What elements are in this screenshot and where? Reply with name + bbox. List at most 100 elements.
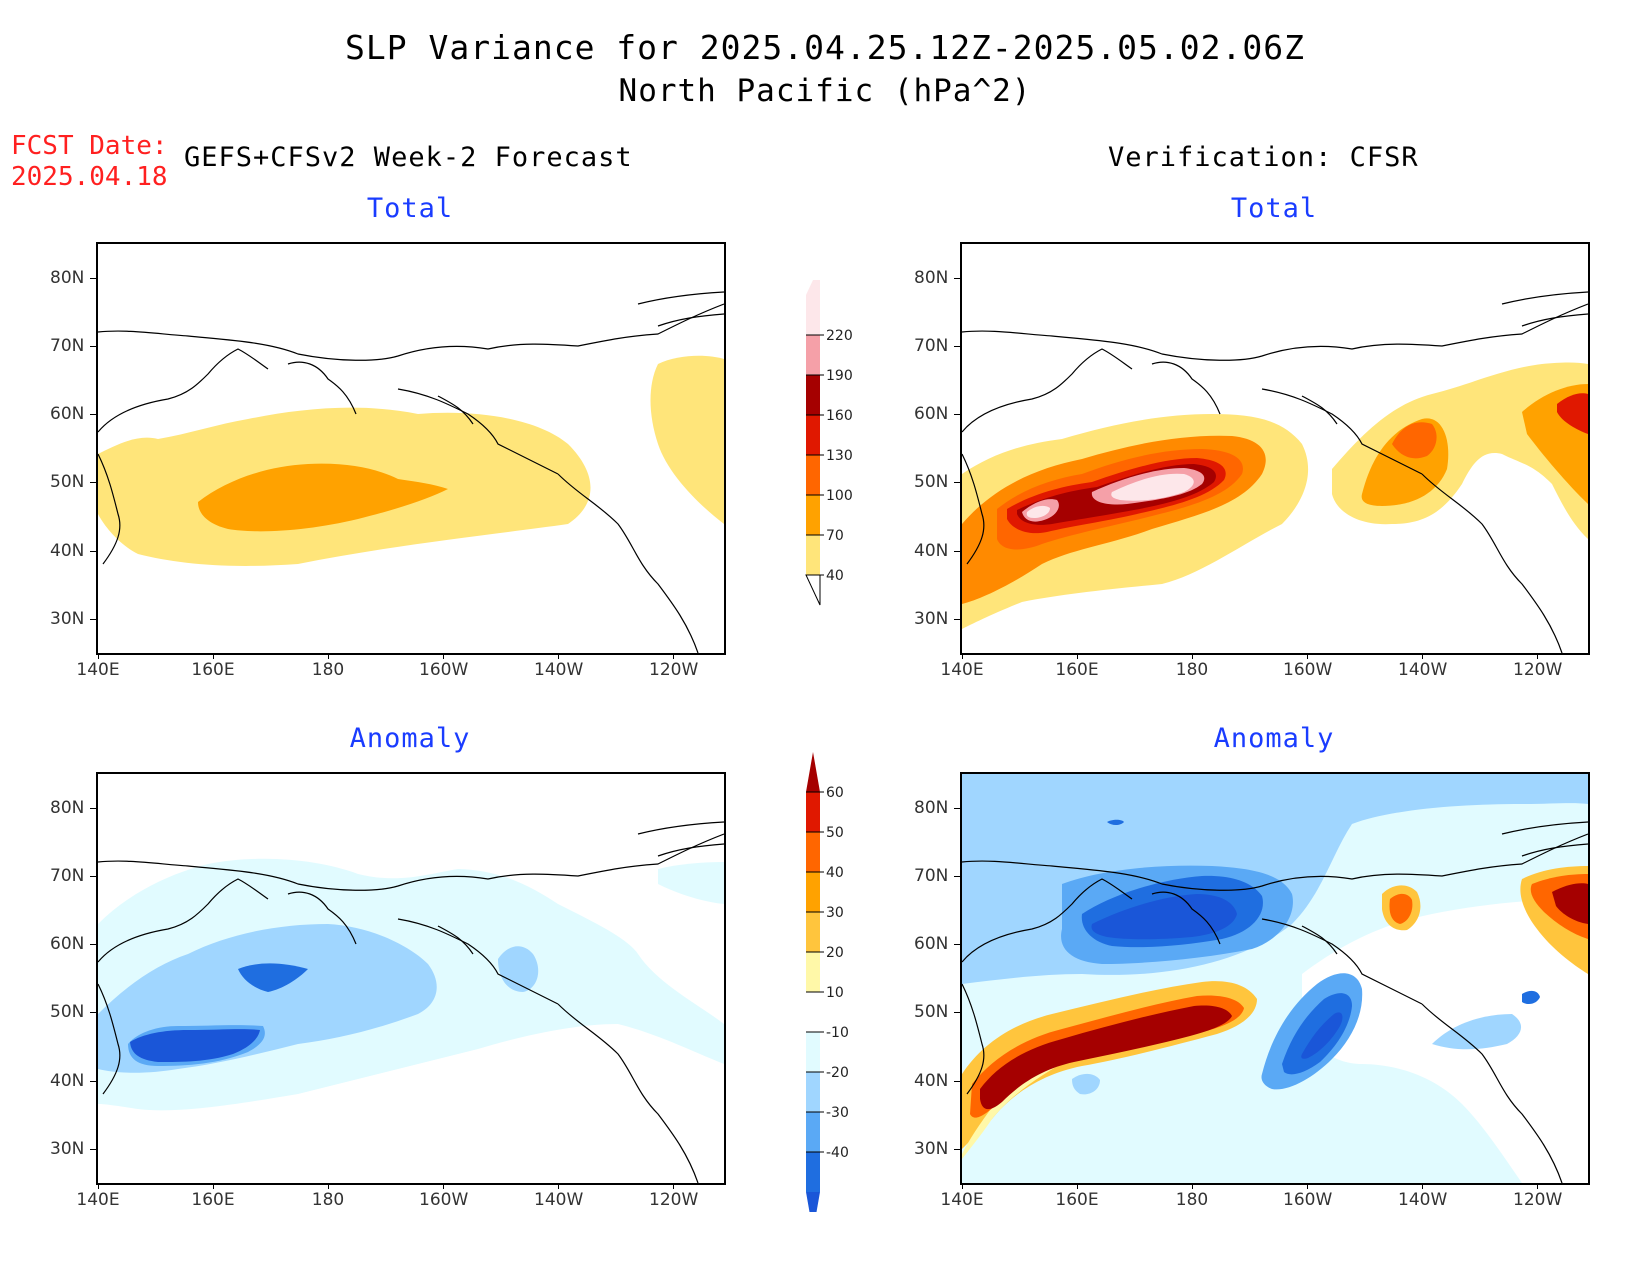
lat-tick-label-verification-total: 80N bbox=[914, 268, 949, 288]
lon-tick-mark-forecast-anomaly bbox=[558, 1183, 559, 1189]
coastlines-verification-total bbox=[962, 291, 1588, 653]
lon-tick-mark-forecast-total bbox=[213, 653, 214, 659]
lat-tick-mark-forecast-total bbox=[90, 278, 96, 279]
lat-tick-mark-forecast-anomaly bbox=[90, 1081, 96, 1082]
lat-tick-mark-verification-anomaly bbox=[954, 1081, 960, 1082]
lon-tick-label-forecast-total: 140W bbox=[534, 660, 584, 680]
lat-tick-label-forecast-total: 80N bbox=[50, 268, 85, 288]
colorbar-total-box bbox=[806, 415, 820, 455]
lon-tick-mark-verification-total bbox=[1307, 653, 1308, 659]
colorbar-anomaly-box bbox=[806, 1112, 820, 1152]
lat-tick-label-verification-total: 40N bbox=[914, 541, 949, 561]
lon-tick-label-verification-anomaly: 120W bbox=[1513, 1190, 1563, 1210]
lon-tick-label-forecast-total: 120W bbox=[649, 660, 699, 680]
colorbar-total-tick-label: 190 bbox=[826, 368, 853, 384]
colorbar-anomaly-box bbox=[806, 1152, 820, 1192]
lat-tick-label-verification-anomaly: 60N bbox=[914, 934, 949, 954]
colorbar-total-tick-label: 130 bbox=[826, 448, 853, 464]
figure-title: SLP Variance for 2025.04.25.12Z-2025.05.… bbox=[345, 28, 1305, 67]
lat-tick-label-verification-total: 60N bbox=[914, 404, 949, 424]
lat-tick-mark-forecast-anomaly bbox=[90, 808, 96, 809]
colorbar-total: 40 70 100 130 160 190 220 bbox=[800, 265, 860, 610]
colorbar-anomaly-box bbox=[806, 952, 820, 992]
colorbar-total-tick-label: 100 bbox=[826, 488, 853, 504]
lon-tick-mark-verification-total bbox=[1422, 653, 1423, 659]
contours-verification-total bbox=[962, 362, 1588, 629]
lon-tick-mark-verification-total bbox=[1192, 653, 1193, 659]
lat-tick-mark-verification-anomaly bbox=[954, 808, 960, 809]
map-verification-anomaly bbox=[960, 772, 1590, 1185]
lat-tick-label-forecast-anomaly: 70N bbox=[50, 866, 85, 886]
lon-tick-mark-verification-total bbox=[1077, 653, 1078, 659]
lon-tick-label-forecast-anomaly: 120W bbox=[649, 1190, 699, 1210]
coastlines-verification-anomaly bbox=[962, 821, 1588, 1183]
panel-title-forecast-anomaly: Anomaly bbox=[349, 723, 471, 754]
colorbar-anomaly-box bbox=[806, 832, 820, 872]
lon-tick-label-verification-total: 120W bbox=[1513, 660, 1563, 680]
lat-tick-mark-verification-total bbox=[954, 278, 960, 279]
lat-tick-mark-forecast-total bbox=[90, 482, 96, 483]
map-forecast-anomaly bbox=[96, 772, 726, 1185]
colorbar-anomaly-tick-label: 20 bbox=[826, 945, 844, 961]
forecast-heading: GEFS+CFSv2 Week-2 Forecast bbox=[184, 142, 633, 173]
lon-tick-label-forecast-total: 180 bbox=[311, 660, 345, 680]
lon-tick-label-verification-total: 140E bbox=[940, 660, 984, 680]
lon-tick-label-verification-anomaly: 160W bbox=[1283, 1190, 1333, 1210]
lon-tick-mark-verification-anomaly bbox=[1537, 1183, 1538, 1189]
colorbar-total-tick-label: 220 bbox=[826, 328, 853, 344]
coastlines-forecast-anomaly bbox=[98, 821, 724, 1183]
lon-tick-mark-forecast-total bbox=[558, 653, 559, 659]
colorbar-anomaly-box bbox=[806, 1072, 820, 1112]
colorbar-anomaly-box bbox=[806, 1032, 820, 1072]
colorbar-total-box bbox=[806, 295, 820, 335]
lat-tick-label-verification-total: 50N bbox=[914, 472, 949, 492]
colorbar-total-box bbox=[806, 495, 820, 535]
lat-tick-mark-forecast-anomaly bbox=[90, 876, 96, 877]
lon-tick-mark-verification-total bbox=[962, 653, 963, 659]
colorbar-anomaly-box bbox=[806, 992, 820, 1032]
lat-tick-label-forecast-anomaly: 60N bbox=[50, 934, 85, 954]
lon-tick-mark-verification-total bbox=[1537, 653, 1538, 659]
colorbar-total-tail-high bbox=[806, 265, 820, 295]
lat-tick-mark-verification-total bbox=[954, 551, 960, 552]
lon-tick-label-forecast-anomaly: 140W bbox=[534, 1190, 584, 1210]
lat-tick-mark-verification-anomaly bbox=[954, 876, 960, 877]
lon-tick-mark-forecast-anomaly bbox=[673, 1183, 674, 1189]
lat-tick-label-verification-anomaly: 50N bbox=[914, 1002, 949, 1022]
lat-tick-mark-verification-anomaly bbox=[954, 944, 960, 945]
lat-tick-label-forecast-total: 40N bbox=[50, 541, 85, 561]
contours-forecast-total bbox=[98, 355, 724, 566]
verification-heading: Verification: CFSR bbox=[1108, 142, 1419, 173]
lon-tick-mark-forecast-total bbox=[443, 653, 444, 659]
lon-tick-label-forecast-anomaly: 180 bbox=[311, 1190, 345, 1210]
colorbar-total-tick-label: 70 bbox=[826, 528, 844, 544]
lon-tick-label-forecast-total: 160E bbox=[191, 660, 235, 680]
lon-tick-label-forecast-anomaly: 160E bbox=[191, 1190, 235, 1210]
lat-tick-label-forecast-anomaly: 50N bbox=[50, 1002, 85, 1022]
colorbar-anomaly-box bbox=[806, 912, 820, 952]
lat-tick-mark-verification-total bbox=[954, 482, 960, 483]
lat-tick-label-verification-anomaly: 70N bbox=[914, 866, 949, 886]
colorbar-total-tick-label: 40 bbox=[826, 568, 844, 584]
figure-subtitle: North Pacific (hPa^2) bbox=[618, 73, 1032, 109]
panel-title-forecast-total: Total bbox=[366, 193, 454, 224]
lon-tick-mark-verification-anomaly bbox=[1192, 1183, 1193, 1189]
lon-tick-mark-forecast-total bbox=[98, 653, 99, 659]
lon-tick-mark-forecast-total bbox=[328, 653, 329, 659]
lat-tick-mark-forecast-anomaly bbox=[90, 1149, 96, 1150]
colorbar-anomaly: 60 50 40 30 20 10 -10 -20 -30 -40 bbox=[800, 752, 860, 1232]
lat-tick-label-forecast-total: 50N bbox=[50, 472, 85, 492]
lat-tick-mark-verification-total bbox=[954, 346, 960, 347]
lat-tick-mark-forecast-total bbox=[90, 414, 96, 415]
colorbar-anomaly-tail-high bbox=[806, 752, 820, 792]
colorbar-anomaly-tick-label: -30 bbox=[826, 1105, 849, 1121]
fcst-date-value: 2025.04.18 bbox=[11, 162, 168, 192]
colorbar-anomaly-tick-label: 10 bbox=[826, 985, 844, 1001]
colorbar-anomaly-tail-low bbox=[806, 1192, 820, 1232]
lat-tick-label-forecast-total: 30N bbox=[50, 609, 85, 629]
lat-tick-label-forecast-total: 70N bbox=[50, 336, 85, 356]
lat-tick-mark-forecast-total bbox=[90, 551, 96, 552]
colorbar-anomaly-tick-label: 60 bbox=[826, 785, 844, 801]
lat-tick-label-verification-anomaly: 40N bbox=[914, 1071, 949, 1091]
colorbar-total-tail-low bbox=[805, 574, 821, 606]
